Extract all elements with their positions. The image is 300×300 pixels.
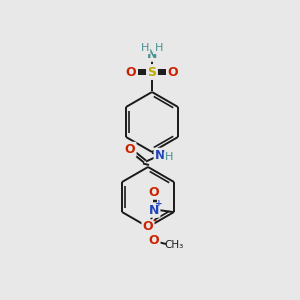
Text: N: N xyxy=(149,203,159,217)
Text: S: S xyxy=(148,65,157,79)
Text: O: O xyxy=(143,220,153,233)
Text: O: O xyxy=(149,185,159,199)
Text: S: S xyxy=(148,65,157,79)
Text: H: H xyxy=(165,152,173,163)
Text: O: O xyxy=(149,235,159,248)
Text: H: H xyxy=(155,43,163,53)
Text: +: + xyxy=(155,200,163,208)
Text: N: N xyxy=(155,149,165,162)
Text: O: O xyxy=(168,65,178,79)
Text: O: O xyxy=(125,143,135,156)
Text: CH₃: CH₃ xyxy=(164,240,184,250)
Text: -: - xyxy=(153,216,157,226)
Text: O: O xyxy=(126,65,136,79)
Text: N: N xyxy=(147,47,157,61)
Text: H: H xyxy=(141,43,149,53)
